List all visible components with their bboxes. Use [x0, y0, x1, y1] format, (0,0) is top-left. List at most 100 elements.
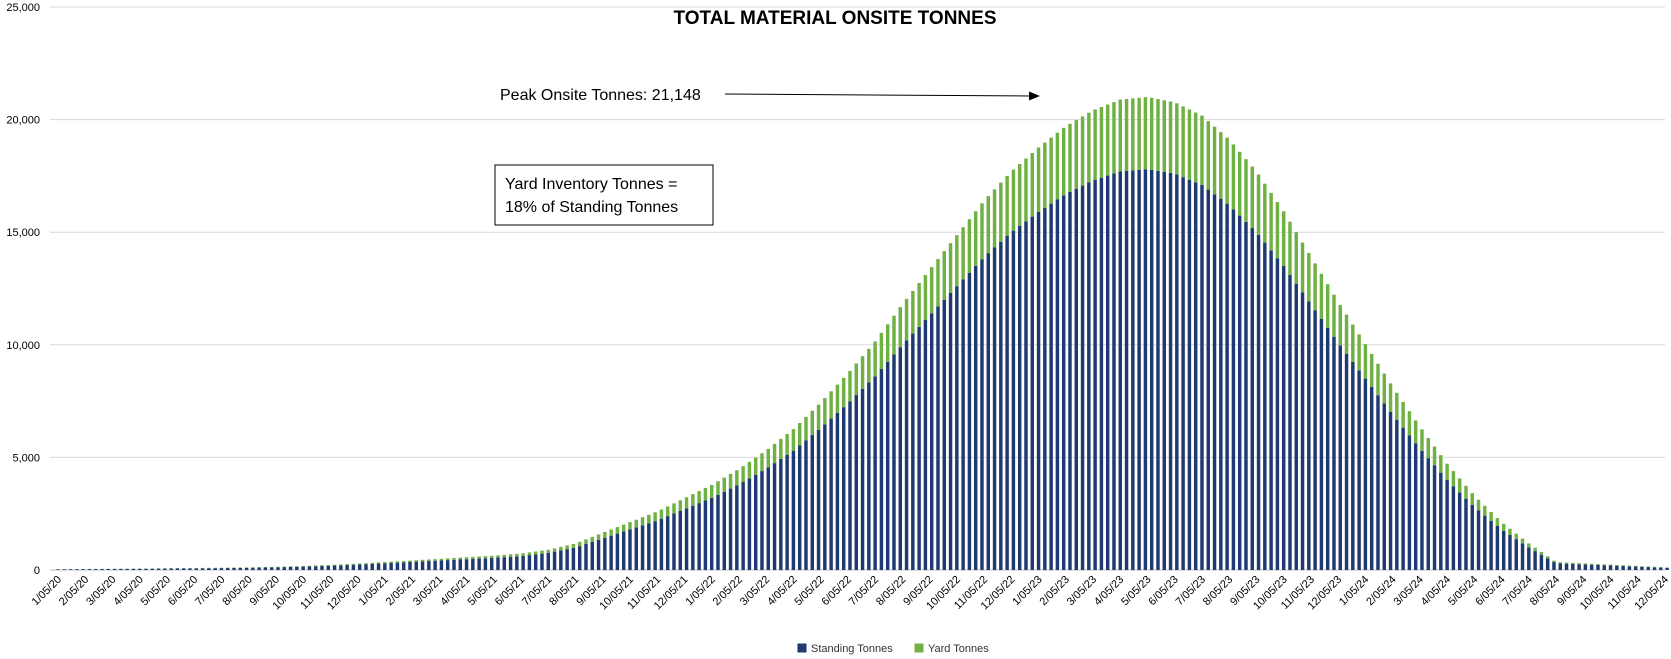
bar-yard: [885, 324, 890, 362]
bar-yard: [420, 559, 425, 562]
bar-standing: [1545, 558, 1550, 570]
bar-yard: [823, 398, 827, 425]
bar-standing: [577, 546, 582, 570]
bar-standing: [496, 557, 500, 570]
bar-yard: [1514, 533, 1518, 540]
bar-standing: [1175, 174, 1179, 571]
bar-standing: [867, 382, 871, 570]
bar-standing: [175, 568, 180, 570]
bar-standing: [307, 566, 312, 570]
bar-standing: [263, 567, 268, 570]
bar-yard: [609, 529, 613, 536]
bar-standing: [860, 388, 865, 570]
bar-yard: [1470, 493, 1474, 505]
bar-standing: [810, 435, 814, 570]
bar-standing: [1476, 510, 1481, 570]
bar-standing: [1313, 310, 1317, 570]
bar-yard: [376, 562, 381, 564]
bar-yard: [1080, 116, 1085, 186]
bar-yard: [980, 203, 984, 260]
bar-yard: [345, 564, 349, 566]
bar-standing: [929, 313, 934, 570]
bar-yard: [772, 443, 777, 464]
bar-yard: [854, 363, 858, 396]
bar-standing: [1112, 173, 1116, 570]
bar-standing: [942, 299, 946, 570]
bar-standing: [1552, 562, 1556, 570]
bar-yard: [1193, 112, 1198, 183]
bar-standing: [1489, 520, 1493, 570]
bar-yard: [1395, 392, 1399, 420]
bar-standing: [1168, 172, 1173, 571]
bar-yard: [1451, 471, 1456, 487]
bar-standing: [1633, 566, 1638, 570]
bar-standing: [251, 567, 255, 570]
bar-yard: [760, 453, 764, 472]
bar-yard: [929, 267, 934, 314]
bar-yard: [458, 557, 463, 560]
bar-standing: [106, 569, 111, 570]
bar-standing: [1483, 515, 1487, 570]
bar-yard: [508, 554, 513, 557]
bar-yard: [1489, 511, 1493, 521]
bar-yard: [1256, 174, 1261, 235]
bar-yard: [1545, 556, 1550, 559]
bar-yard: [709, 484, 714, 498]
bar-standing: [684, 508, 689, 570]
bar-standing: [747, 478, 752, 570]
bar-yard: [1231, 144, 1236, 210]
bar-yard: [471, 556, 475, 559]
bar-yard: [1017, 164, 1022, 226]
bar-standing: [634, 527, 639, 570]
bar-standing: [1621, 566, 1625, 570]
bar-yard: [1633, 565, 1638, 567]
bar-standing: [854, 395, 858, 570]
bar-standing: [791, 450, 796, 570]
bar-yard: [841, 377, 846, 408]
bar-standing: [401, 562, 406, 570]
bar-standing: [119, 568, 123, 570]
peak-arrow-head: [1029, 91, 1040, 101]
bar-yard: [1118, 99, 1122, 172]
bar-yard: [521, 553, 525, 556]
bar-yard: [1589, 563, 1594, 565]
bar-yard: [590, 536, 595, 542]
bar-standing: [156, 568, 161, 570]
bar-yard: [1105, 104, 1110, 176]
bar-standing: [1099, 177, 1104, 571]
legend-swatch-yard: [914, 643, 924, 653]
bar-standing: [427, 561, 431, 570]
bar-standing: [1237, 215, 1242, 570]
bar-yard: [797, 423, 802, 446]
bar-standing: [1627, 566, 1632, 570]
bar-standing: [936, 306, 940, 570]
bar-yard: [332, 564, 337, 566]
bar-standing: [471, 558, 475, 570]
bar-yard: [735, 470, 739, 486]
bar-standing: [955, 286, 959, 570]
bar-standing: [967, 272, 972, 570]
bar-standing: [1388, 411, 1393, 570]
bar-yard: [414, 560, 419, 562]
bar-yard: [1143, 97, 1148, 170]
bar-standing: [709, 497, 714, 570]
bar-yard: [1420, 429, 1424, 451]
bar-standing: [980, 259, 984, 570]
bar-standing: [1520, 543, 1525, 570]
bar-standing: [640, 525, 645, 570]
bar-standing: [841, 407, 846, 570]
bar-yard: [1156, 99, 1160, 171]
bar-standing: [125, 568, 129, 570]
bar-yard: [1357, 334, 1361, 371]
bar-standing: [1369, 386, 1374, 570]
bar-yard: [1181, 106, 1185, 178]
bar-standing: [728, 488, 733, 570]
bar-yard: [1325, 284, 1330, 328]
bar-yard: [357, 563, 362, 565]
bar-standing: [1608, 565, 1613, 570]
bar-standing: [1225, 203, 1229, 571]
bar-standing: [1577, 564, 1581, 570]
bar-standing: [923, 320, 928, 570]
bar-standing: [1187, 179, 1192, 571]
bar-standing: [559, 550, 563, 570]
